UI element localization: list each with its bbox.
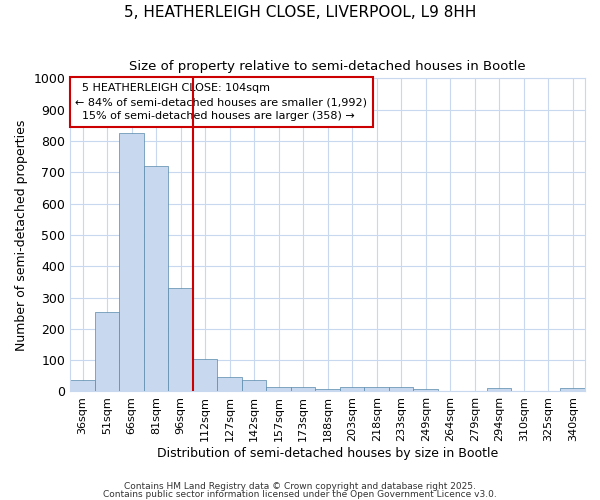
Bar (364, 387, 389, 392)
Bar (95, 312, 119, 392)
Bar (169, 288, 193, 392)
Bar (242, 380, 266, 392)
Bar (266, 387, 291, 392)
Bar (413, 389, 438, 392)
Bar (316, 389, 340, 392)
Bar (217, 376, 242, 392)
Bar (193, 359, 217, 392)
Text: Contains HM Land Registry data © Crown copyright and database right 2025.: Contains HM Land Registry data © Crown c… (124, 482, 476, 491)
Bar (340, 388, 364, 392)
Text: Contains public sector information licensed under the Open Government Licence v3: Contains public sector information licen… (103, 490, 497, 499)
X-axis label: Distribution of semi-detached houses by size in Bootle: Distribution of semi-detached houses by … (157, 447, 498, 460)
Bar (70, 380, 95, 392)
Bar (487, 388, 511, 392)
Bar (291, 387, 316, 392)
Title: Size of property relative to semi-detached houses in Bootle: Size of property relative to semi-detach… (130, 60, 526, 73)
Bar (144, 166, 169, 392)
Bar (119, 133, 144, 392)
Bar (389, 388, 413, 392)
Text: 5, HEATHERLEIGH CLOSE, LIVERPOOL, L9 8HH: 5, HEATHERLEIGH CLOSE, LIVERPOOL, L9 8HH (124, 5, 476, 20)
Bar (560, 388, 585, 392)
Text: 5 HEATHERLEIGH CLOSE: 104sqm
← 84% of semi-detached houses are smaller (1,992)
 : 5 HEATHERLEIGH CLOSE: 104sqm ← 84% of se… (76, 83, 367, 121)
Y-axis label: Number of semi-detached properties: Number of semi-detached properties (15, 119, 28, 350)
